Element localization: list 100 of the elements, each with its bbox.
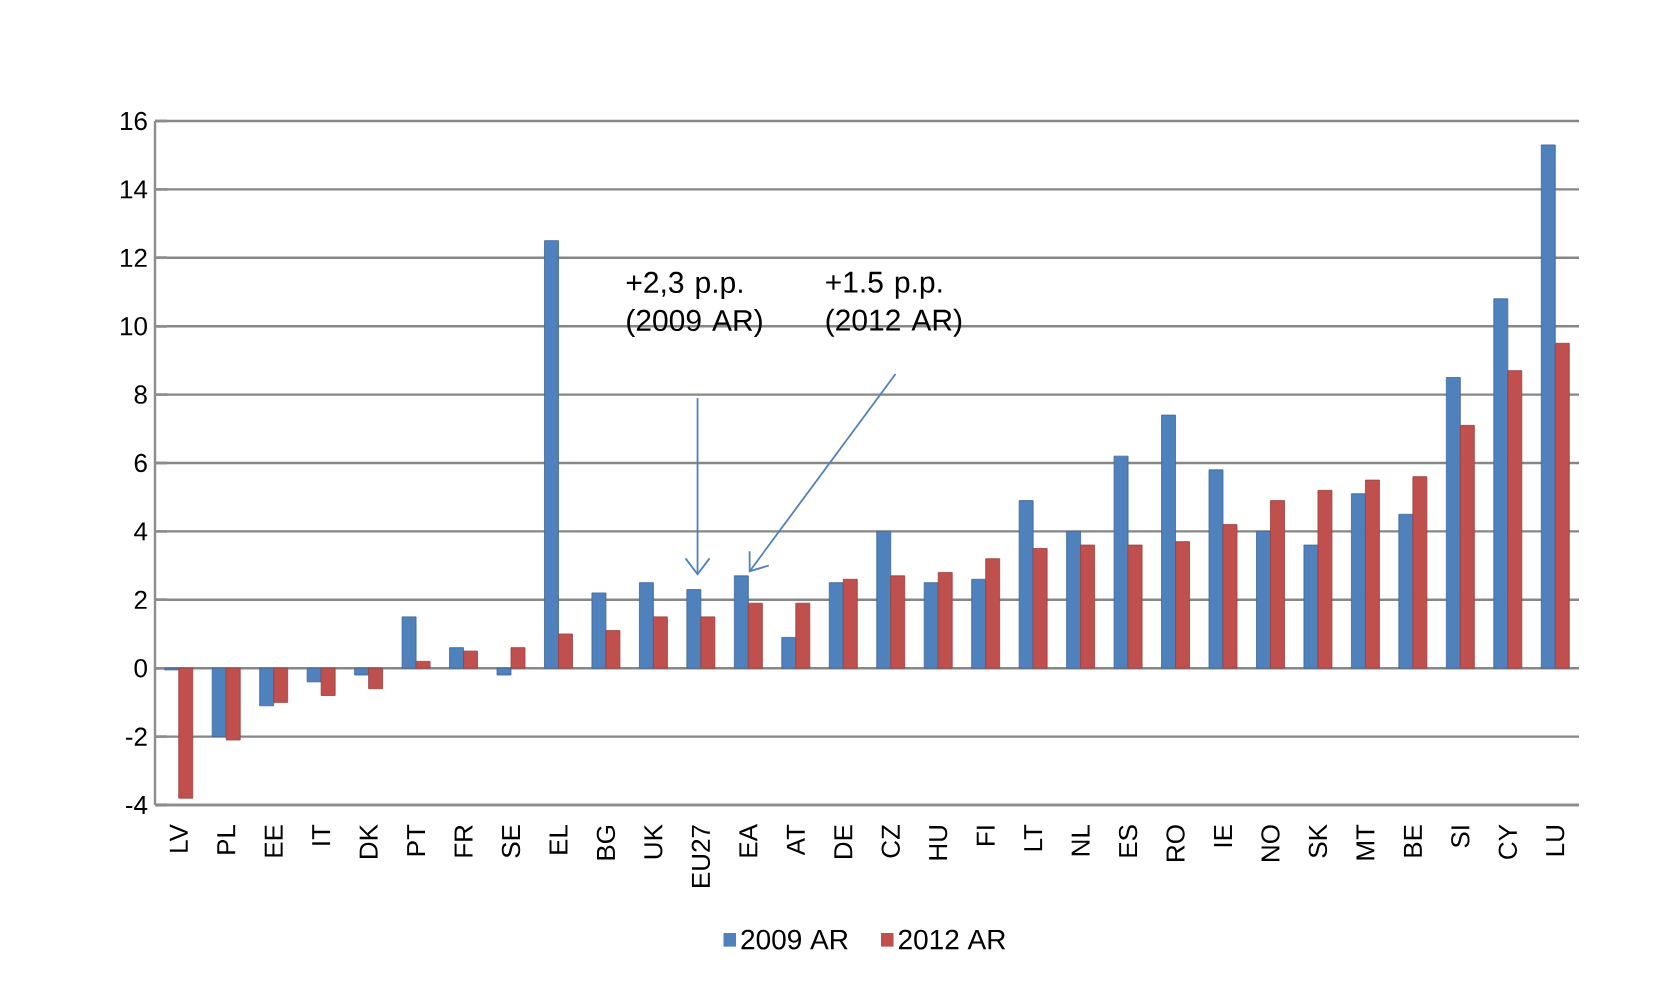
x-tick-label: LU — [1546, 826, 1565, 856]
bar — [1365, 479, 1380, 669]
x-tick-label: SK — [1308, 824, 1328, 858]
bar — [273, 667, 289, 703]
bar — [320, 667, 336, 696]
legend-label: 2009 AR — [741, 929, 848, 950]
x-tick-label: EA — [739, 824, 758, 857]
bar — [876, 530, 892, 669]
bar — [795, 602, 811, 669]
x-tick-label: DE — [834, 825, 853, 859]
x-tick-label: LT — [1024, 824, 1043, 851]
bar — [985, 558, 1001, 669]
annotation: +2,3 p.p. (2009 AR) — [626, 271, 762, 338]
x-tick-label: NL — [1071, 824, 1090, 856]
bar — [1256, 530, 1271, 669]
bar — [605, 630, 621, 669]
x-tick-label: NO — [1261, 825, 1280, 861]
bar — [1018, 500, 1034, 669]
bar — [971, 578, 987, 669]
bar — [1127, 544, 1143, 669]
bar — [591, 592, 607, 669]
bar — [733, 575, 749, 669]
bar — [415, 660, 431, 669]
x-tick-label: FR — [454, 825, 473, 857]
bar — [1113, 455, 1129, 669]
bar — [1066, 530, 1082, 669]
x-tick-label: MT — [1356, 824, 1375, 860]
bar — [842, 578, 858, 669]
x-tick-label: HU — [929, 826, 948, 860]
bar — [496, 667, 512, 676]
bar — [1412, 476, 1428, 669]
bar — [890, 575, 906, 669]
bar — [544, 240, 559, 669]
bar — [1445, 377, 1461, 669]
bar — [1208, 469, 1224, 669]
bar — [1222, 524, 1238, 669]
bar — [225, 667, 241, 741]
x-tick-label: EL — [549, 824, 568, 854]
bar — [1175, 541, 1190, 669]
bar — [1032, 548, 1048, 669]
bar — [923, 582, 939, 669]
x-tick-label: ES — [1118, 825, 1138, 857]
annotation: +1.5 p.p. (2012 AR) — [826, 271, 962, 337]
x-tick-label: EE — [264, 825, 283, 857]
bar — [178, 667, 194, 799]
bar — [1493, 298, 1509, 669]
x-tick-label: LV — [169, 824, 188, 852]
y-tick-label: -2 — [125, 727, 147, 746]
y-tick-label: 0 — [134, 658, 147, 678]
bar — [781, 637, 797, 669]
bar — [510, 647, 526, 669]
bar — [401, 616, 417, 669]
x-tick-label: IE — [1214, 825, 1232, 847]
x-tick-label: SI — [1451, 826, 1470, 848]
y-tick-label: 2 — [134, 590, 147, 609]
bar — [937, 572, 953, 669]
x-tick-label: SE — [501, 825, 521, 858]
x-tick-label: PL — [217, 824, 236, 854]
bar — [259, 667, 275, 707]
y-tick-label: 6 — [134, 453, 147, 473]
bar — [1507, 370, 1523, 669]
x-tick-label: IT — [312, 824, 331, 845]
bar — [449, 647, 464, 669]
y-tick-label: 12 — [121, 248, 147, 267]
bar — [1317, 489, 1333, 669]
x-tick-label: DK — [359, 824, 378, 859]
bar — [828, 582, 844, 669]
x-tick-label: PT — [407, 824, 426, 856]
x-tick-label: AT — [786, 824, 805, 856]
x-tick-label: BE — [1403, 825, 1422, 857]
bar — [306, 667, 322, 683]
y-tick-label: 16 — [121, 111, 147, 131]
bar — [653, 616, 668, 669]
bar — [463, 650, 478, 669]
x-tick-label: EU27 — [691, 825, 711, 887]
bar — [368, 667, 384, 690]
y-tick-label: 10 — [121, 316, 147, 336]
x-tick-label: CY — [1498, 824, 1518, 859]
bar — [747, 602, 763, 669]
bar — [700, 616, 716, 669]
bar — [1540, 144, 1556, 669]
bar — [1270, 500, 1285, 669]
x-tick-label: FI — [976, 826, 995, 846]
bar — [1459, 424, 1475, 669]
bar — [1351, 493, 1366, 669]
bar — [1161, 414, 1176, 669]
y-tick-label: 8 — [134, 385, 147, 404]
x-tick-label: UK — [644, 824, 663, 859]
bar — [211, 667, 227, 737]
y-tick-label: 14 — [121, 180, 148, 199]
x-tick-label: CZ — [881, 824, 900, 858]
bar — [686, 589, 702, 669]
bar — [1303, 544, 1319, 669]
x-tick-label: RO — [1166, 825, 1185, 861]
bar — [354, 667, 370, 676]
y-tick-label: -4 — [125, 796, 148, 814]
legend-label: 2012 AR — [898, 929, 1006, 950]
y-tick-label: 4 — [134, 522, 148, 541]
bar — [1554, 342, 1570, 669]
x-tick-label: BG — [596, 825, 616, 860]
